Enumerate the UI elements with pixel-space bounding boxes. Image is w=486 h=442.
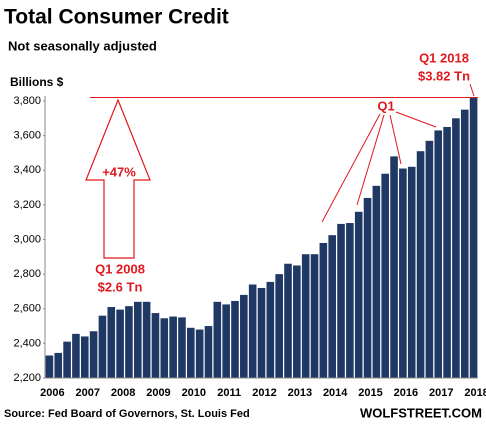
bar bbox=[346, 223, 354, 378]
x-tick-label: 2006 bbox=[40, 387, 64, 399]
y-axis-label: Billions $ bbox=[10, 75, 64, 89]
bar bbox=[187, 327, 195, 378]
bar bbox=[248, 284, 257, 378]
annotation: Q1 bbox=[377, 98, 394, 113]
pointer bbox=[469, 83, 475, 97]
annotation: Q1 2018 bbox=[419, 50, 469, 65]
bar bbox=[399, 168, 407, 378]
bar bbox=[116, 309, 124, 378]
bar bbox=[328, 235, 336, 378]
bar bbox=[460, 109, 469, 378]
y-tick-label: 3,200 bbox=[13, 199, 41, 211]
bar bbox=[363, 197, 372, 378]
arrow bbox=[85, 98, 151, 259]
x-tick-label: 2017 bbox=[429, 387, 453, 399]
bar bbox=[425, 140, 434, 378]
bar bbox=[240, 294, 248, 378]
x-tick-label: 2014 bbox=[323, 387, 348, 399]
bar bbox=[151, 313, 160, 378]
x-tick-label: 2008 bbox=[111, 387, 135, 399]
bar bbox=[257, 287, 266, 378]
pointer bbox=[356, 114, 385, 206]
bar bbox=[45, 355, 54, 378]
x-tick-label: 2010 bbox=[182, 387, 206, 399]
x-tick-label: 2016 bbox=[394, 387, 418, 399]
x-tick-label: 2015 bbox=[358, 387, 382, 399]
x-tick-label: 2007 bbox=[76, 387, 100, 399]
y-tick-label: 3,600 bbox=[13, 130, 41, 142]
brand: WOLFSTREET.COM bbox=[360, 405, 482, 420]
bar bbox=[125, 306, 133, 378]
bar bbox=[54, 352, 63, 378]
bar bbox=[354, 211, 363, 378]
annotation: $3.82 Tn bbox=[418, 68, 470, 83]
bar bbox=[72, 333, 80, 378]
bar bbox=[372, 185, 381, 378]
bar bbox=[169, 316, 177, 378]
bar bbox=[63, 341, 71, 378]
bar bbox=[416, 151, 425, 378]
bar bbox=[222, 304, 230, 378]
y-tick-label: 2,200 bbox=[13, 372, 41, 384]
annotation: Q1 2008 bbox=[95, 261, 145, 276]
bar bbox=[284, 263, 292, 378]
bar bbox=[178, 317, 186, 378]
x-tick-label: 2012 bbox=[252, 387, 276, 399]
bar bbox=[434, 130, 443, 378]
source: Source: Fed Board of Governors, St. Loui… bbox=[4, 408, 250, 420]
annotation: $2.6 Tn bbox=[98, 279, 143, 294]
bar bbox=[301, 254, 310, 378]
bar bbox=[266, 281, 275, 378]
bar bbox=[142, 301, 151, 378]
bar bbox=[310, 254, 319, 378]
x-tick-label: 2009 bbox=[146, 387, 170, 399]
x-tick-label: 2011 bbox=[217, 387, 241, 399]
bar bbox=[204, 326, 213, 378]
chart-subtitle: Not seasonally adjusted bbox=[8, 38, 157, 53]
bar bbox=[98, 315, 107, 378]
bar bbox=[107, 307, 116, 378]
bar bbox=[89, 331, 98, 378]
bar bbox=[407, 166, 416, 378]
bar bbox=[133, 301, 142, 378]
bar bbox=[337, 223, 345, 378]
bar bbox=[80, 336, 89, 378]
annotation-lines bbox=[321, 83, 475, 223]
y-tick-label: 2,800 bbox=[13, 268, 41, 280]
bar bbox=[195, 329, 204, 378]
bar bbox=[319, 242, 328, 378]
bar bbox=[213, 301, 222, 378]
annotation: +47% bbox=[102, 164, 136, 179]
bar bbox=[231, 300, 239, 378]
chart-title: Total Consumer Credit bbox=[4, 6, 229, 29]
pointer bbox=[389, 114, 402, 165]
y-tick-label: 2,600 bbox=[13, 303, 41, 315]
pointer bbox=[395, 111, 437, 128]
bar bbox=[469, 97, 478, 378]
bar bbox=[293, 265, 301, 378]
bar bbox=[275, 274, 283, 378]
pointer bbox=[321, 113, 381, 223]
bar bbox=[443, 126, 451, 378]
y-tick-label: 3,800 bbox=[13, 95, 41, 107]
x-tick-label: 2018 bbox=[464, 387, 486, 399]
bar bbox=[160, 318, 169, 378]
x-tick-label: 2013 bbox=[288, 387, 312, 399]
bar bbox=[390, 156, 398, 378]
y-tick-label: 3,000 bbox=[13, 233, 41, 245]
bar bbox=[452, 118, 460, 378]
bar bbox=[381, 173, 390, 378]
y-tick-label: 2,400 bbox=[13, 337, 41, 349]
y-tick-label: 3,400 bbox=[13, 164, 41, 176]
